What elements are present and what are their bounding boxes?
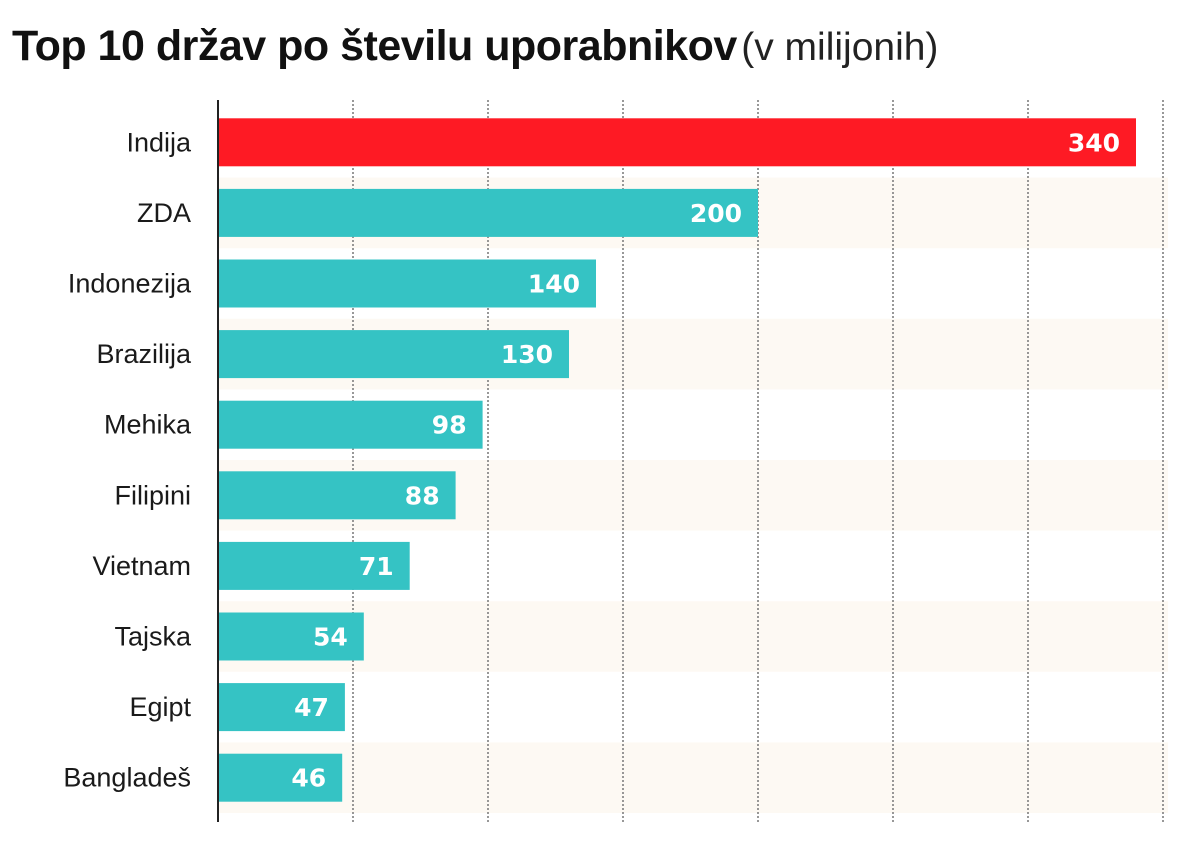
category-label: Brazilija — [96, 339, 192, 369]
bar — [218, 188, 758, 237]
category-label: Egipt — [129, 692, 191, 722]
bar — [218, 118, 1136, 167]
value-label: 340 — [1068, 128, 1120, 157]
value-label: 46 — [291, 764, 326, 793]
row-band — [218, 742, 1168, 813]
bar — [218, 612, 364, 661]
bar — [218, 683, 345, 732]
row-band — [218, 601, 1168, 672]
value-label: 98 — [432, 411, 467, 440]
bar — [218, 400, 483, 449]
category-label: Vietnam — [92, 551, 191, 581]
bar — [218, 753, 343, 802]
bar — [218, 330, 569, 379]
bar — [218, 471, 456, 520]
value-label: 200 — [690, 199, 742, 228]
category-label: Tajska — [114, 622, 192, 652]
category-label: Bangladeš — [63, 763, 191, 793]
title-main: Top 10 držav po številu uporabnikov — [12, 22, 737, 70]
category-label: Indija — [126, 127, 192, 157]
title-subtitle: (v milijonih) — [741, 26, 939, 69]
bar — [218, 541, 410, 590]
chart-title: Top 10 držav po številu uporabnikov (v m… — [12, 22, 938, 71]
category-label: Mehika — [104, 410, 192, 440]
value-label: 88 — [405, 481, 440, 510]
value-label: 71 — [359, 552, 394, 581]
value-label: 140 — [528, 270, 580, 299]
value-label: 47 — [294, 693, 329, 722]
category-label: ZDA — [137, 198, 191, 228]
value-label: 54 — [313, 623, 348, 652]
value-label: 130 — [501, 340, 553, 369]
bar — [218, 259, 596, 308]
category-label: Filipini — [114, 480, 191, 510]
category-label: Indonezija — [68, 269, 192, 299]
